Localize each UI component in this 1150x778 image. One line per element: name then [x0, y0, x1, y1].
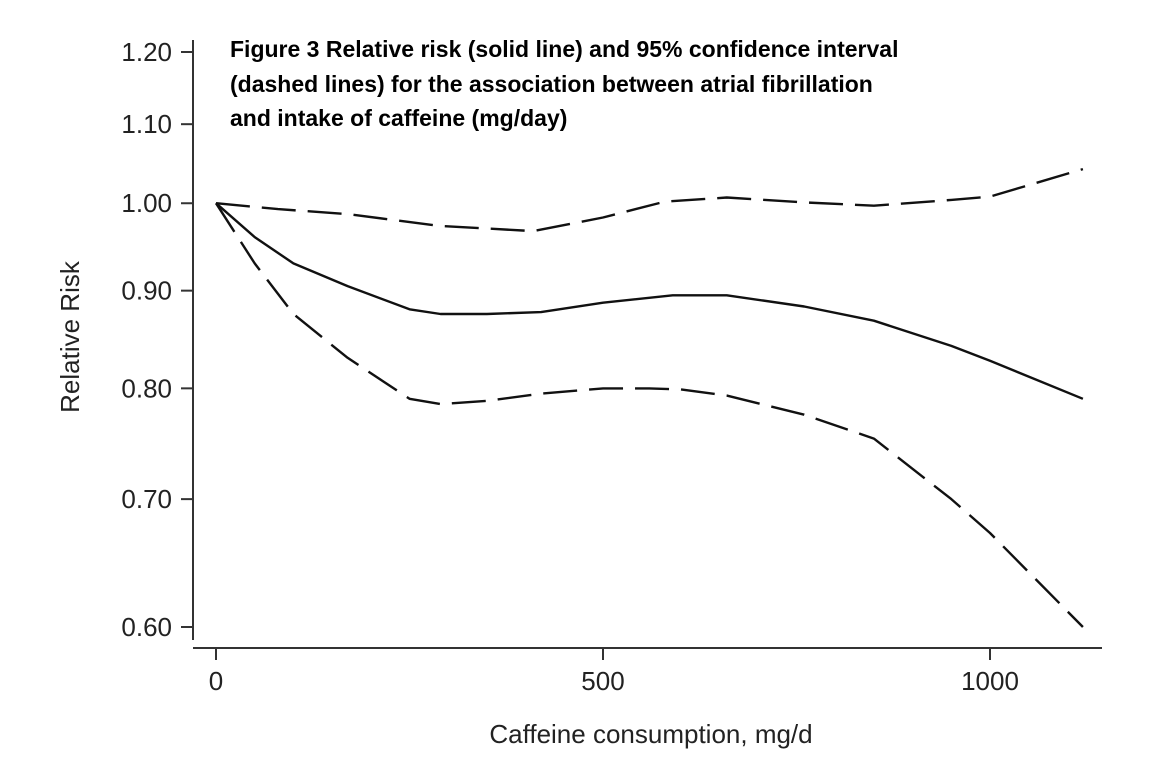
y-axis: 0.60 0.70 0.80 0.90 1.00 1.10 1.20 [121, 37, 194, 642]
relative-risk-line [215, 202, 1084, 400]
confidence-bound-line [214, 202, 1084, 628]
chart-title: Figure 3 Relative risk (solid line) and … [230, 36, 898, 131]
y-axis-title: Relative Risk [55, 260, 85, 413]
x-tick-label: 0 [209, 666, 223, 696]
chart-title-line-2: (dashed lines) for the association betwe… [230, 71, 873, 97]
x-axis-title: Caffeine consumption, mg/d [489, 719, 812, 749]
y-tick-label: 0.80 [121, 373, 172, 403]
series-group [214, 167, 1084, 628]
x-tick-label: 500 [581, 666, 624, 696]
chart-title-line-3: and intake of caffeine (mg/day) [230, 105, 567, 131]
y-tick-label: 0.70 [121, 484, 172, 514]
confidence-bound-line [215, 167, 1084, 233]
y-tick-label: 1.20 [121, 37, 172, 67]
x-tick-label: 1000 [961, 666, 1019, 696]
y-tick-label: 1.00 [121, 188, 172, 218]
y-tick-label: 0.90 [121, 276, 172, 306]
y-tick-label: 0.60 [121, 612, 172, 642]
chart-title-line-1: Figure 3 Relative risk (solid line) and … [230, 36, 898, 62]
y-tick-label: 1.10 [121, 109, 172, 139]
x-axis: 0 500 1000 [193, 647, 1102, 696]
